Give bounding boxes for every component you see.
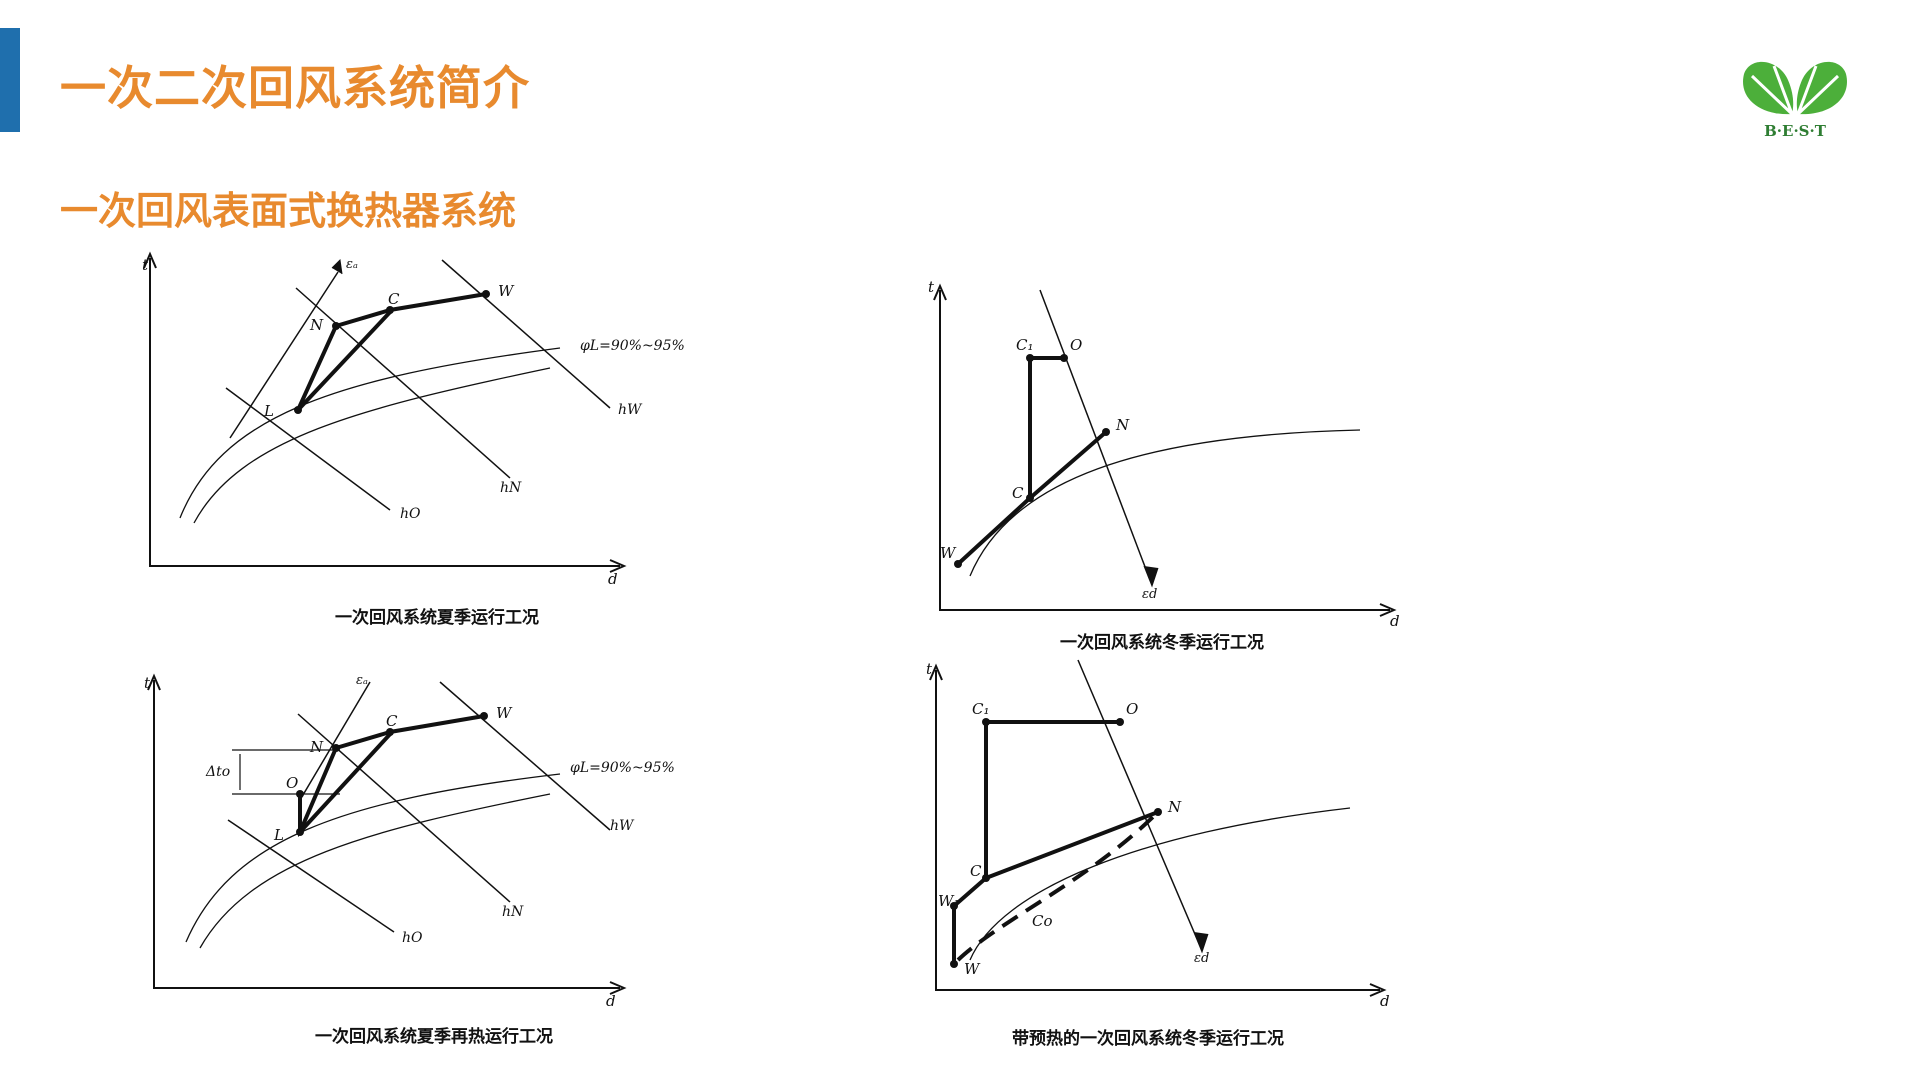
diagram-summer-reheat: t d εₐ C W N O L Δto φL=90%~95% hW hN hO [130, 670, 750, 1014]
diagram-label-c: C [1012, 484, 1024, 502]
diagram-label-w: W [498, 282, 515, 300]
accent-bar [0, 28, 20, 132]
diagram-label-ho: hO [400, 506, 421, 522]
diagram-label-co: Co [1032, 912, 1053, 930]
diagram-label-d: d [606, 992, 616, 1010]
diagram-label-d: d [1390, 612, 1400, 630]
caption-winter-preheat: 带预热的一次回风系统冬季运行工况 [1012, 1029, 1284, 1049]
diagram-label-eps: εₐ [346, 257, 358, 272]
section-subtitle: 一次回风表面式换热器系统 [60, 189, 517, 233]
diagram-winter: t d C₁ O N C W εd [920, 278, 1420, 634]
diagram-label-c1: C₁ [1016, 336, 1034, 354]
diagram-label-logo_text: B·E·S·T [1764, 122, 1827, 140]
diagram-label-c: C [388, 290, 400, 308]
diagram-label-o: O [1126, 700, 1138, 718]
best-logo: B·E·S·T [1730, 50, 1860, 140]
diagram-label-phi: φL=90%~95% [570, 760, 675, 776]
diagram-label-l: L [263, 402, 274, 420]
diagram-label-t: t [142, 256, 149, 274]
diagram-label-t: t [928, 278, 935, 296]
diagram-label-dt: Δto [205, 764, 230, 780]
diagram-label-w: W [496, 704, 513, 722]
diagram-label-phi: φL=90%~95% [580, 338, 685, 354]
diagram-label-n: N [309, 316, 324, 334]
diagram-label-hn: hN [500, 480, 522, 496]
diagram-label-eps: εₐ [356, 673, 368, 688]
diagram-label-hn: hN [502, 904, 524, 920]
caption-summer-reheat: 一次回风系统夏季再热运行工况 [315, 1027, 553, 1047]
diagram-label-w1: W₁ [938, 892, 959, 910]
caption-winter: 一次回风系统冬季运行工况 [1060, 633, 1264, 653]
diagram-label-c: C [386, 712, 398, 730]
diagram-label-t: t [926, 660, 933, 678]
diagram-label-w: W [964, 960, 981, 978]
diagram-summer: t d εₐ C W N L φL=90%~95% hW hN hO [130, 248, 750, 588]
diagram-label-l: L [273, 826, 284, 844]
diagram-label-n: N [309, 738, 324, 756]
diagram-label-n: N [1167, 798, 1182, 816]
diagram-label-c: C [970, 862, 982, 880]
diagram-winter-preheat: t d C₁ O N C W₁ Co W εd [920, 659, 1420, 1014]
page-title: 一次二次回风系统简介 [60, 61, 530, 115]
diagram-label-o: O [1070, 336, 1082, 354]
diagram-label-t: t [144, 674, 151, 692]
diagram-label-eps: εd [1142, 587, 1157, 602]
diagram-label-o: O [286, 774, 298, 792]
diagram-label-n: N [1115, 416, 1130, 434]
diagram-label-hw: hW [610, 818, 635, 834]
diagram-label-d: d [608, 570, 618, 588]
diagram-label-w: W [940, 544, 957, 562]
caption-summer: 一次回风系统夏季运行工况 [335, 608, 539, 628]
diagram-label-d: d [1380, 992, 1390, 1010]
diagram-label-ho: hO [402, 930, 423, 946]
diagram-label-hw: hW [618, 402, 643, 418]
diagram-label-eps: εd [1194, 951, 1209, 966]
diagram-label-c1: C₁ [972, 700, 990, 718]
